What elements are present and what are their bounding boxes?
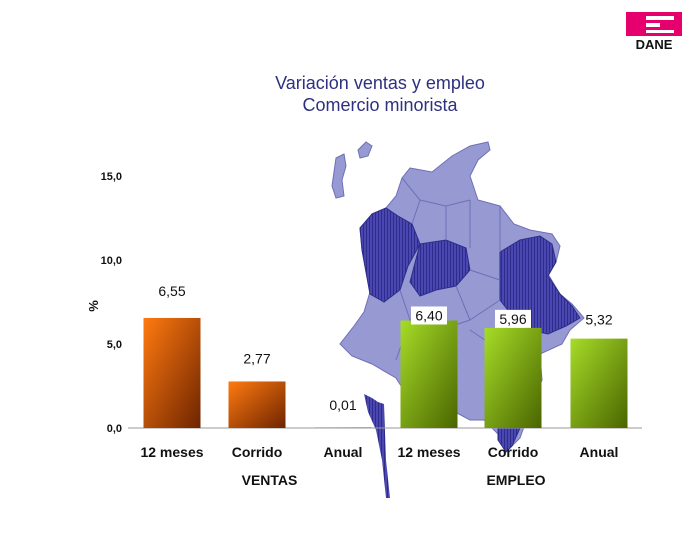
map-stripe-anomaly <box>364 394 390 498</box>
chart-title-line2: Comercio minorista <box>302 95 458 115</box>
category-label: Anual <box>580 444 619 460</box>
bar-ventas-12-meses <box>143 317 201 428</box>
category-label: Corrido <box>488 444 539 460</box>
logo-text: DANE <box>636 37 673 52</box>
value-labels: 6,55 2,77 0,01 6,40 5,96 5,32 <box>158 283 612 413</box>
category-label: Anual <box>324 444 363 460</box>
dane-logo: DANE <box>626 12 682 52</box>
bars <box>128 317 642 429</box>
value-label: 6,55 <box>158 283 185 299</box>
value-label: 0,01 <box>329 397 356 413</box>
category-label: Corrido <box>232 444 283 460</box>
bar-ventas-anual <box>314 427 372 428</box>
map-island-2 <box>357 141 373 159</box>
bar-empleo-anual <box>570 338 628 428</box>
group-labels: VENTAS EMPLEO <box>242 472 546 488</box>
group-label: EMPLEO <box>486 472 545 488</box>
y-tick-labels: 0,0 5,0 10,0 15,0 <box>101 171 122 435</box>
map-island-1 <box>331 153 347 199</box>
value-label-bg <box>411 306 447 325</box>
value-label-bg <box>495 309 531 328</box>
y-axis: % 0,0 5,0 10,0 15,0 <box>86 171 122 435</box>
group-label: VENTAS <box>242 472 298 488</box>
category-label: 12 meses <box>140 444 203 460</box>
chart-title-line1: Variación ventas y empleo <box>275 73 485 93</box>
bar-ventas-corrido <box>228 381 286 428</box>
value-label: 5,32 <box>585 312 612 328</box>
y-axis-label: % <box>86 300 101 312</box>
y-tick-label: 5,0 <box>107 339 122 351</box>
value-label: 6,40 <box>415 307 442 323</box>
category-label: 12 meses <box>397 444 460 460</box>
y-tick-label: 0,0 <box>107 423 122 435</box>
bar-empleo-12-meses <box>400 320 458 428</box>
chart-title: Variación ventas y empleo Comercio minor… <box>180 72 580 116</box>
value-label: 5,96 <box>499 311 526 327</box>
category-labels: 12 meses Corrido Anual 12 meses Corrido Anual <box>140 444 618 460</box>
y-tick-label: 15,0 <box>101 171 122 183</box>
value-label: 2,77 <box>243 350 270 366</box>
y-tick-label: 10,0 <box>101 255 122 267</box>
bar-empleo-corrido <box>484 327 542 428</box>
